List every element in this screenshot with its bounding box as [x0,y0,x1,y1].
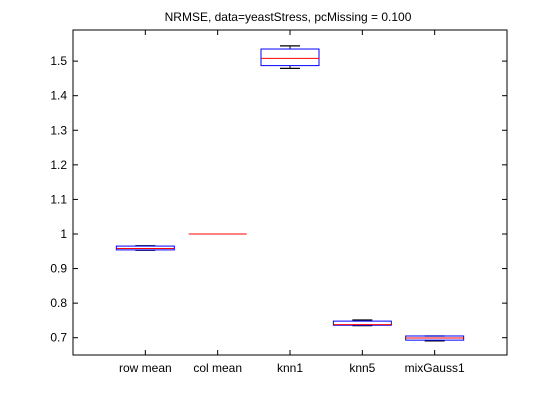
y-tick-label: 1.1 [50,192,67,206]
x-tick-labels: row mean col mean knn1 knn5 mixGauss1 [119,361,465,375]
x-tick-label: row mean [119,361,172,375]
y-tick-label: 1.2 [50,158,67,172]
y-tick-label: 0.7 [50,331,67,345]
box-mixgauss1 [405,335,465,342]
y-tick-label: 1 [60,227,67,241]
x-tick-label: knn1 [277,361,303,375]
y-tick-label: 1.4 [50,89,67,103]
axes-frame [72,29,508,356]
y-tick-labels: 0.7 0.8 0.9 1 1.1 1.2 1.3 1.4 1.5 [50,54,67,345]
x-tick-label: knn5 [349,361,375,375]
chart-title: NRMSE, data=yeastStress, pcMissing = 0.1… [165,10,412,24]
y-tick-label: 0.9 [50,262,67,276]
x-tick-label: mixGauss1 [405,361,465,375]
iqr-box [260,48,320,67]
iqr-box [115,245,175,251]
boxes [115,45,465,342]
box-knn5 [332,319,392,327]
box-knn1 [260,45,320,70]
y-tick-label: 1.3 [50,123,67,137]
iqr-box [332,320,392,326]
axis-ticks [73,30,507,355]
y-tick-label: 0.8 [50,296,67,310]
x-tick-label: col mean [193,361,242,375]
box-row-mean [115,245,175,251]
y-tick-label: 1.5 [50,54,67,68]
